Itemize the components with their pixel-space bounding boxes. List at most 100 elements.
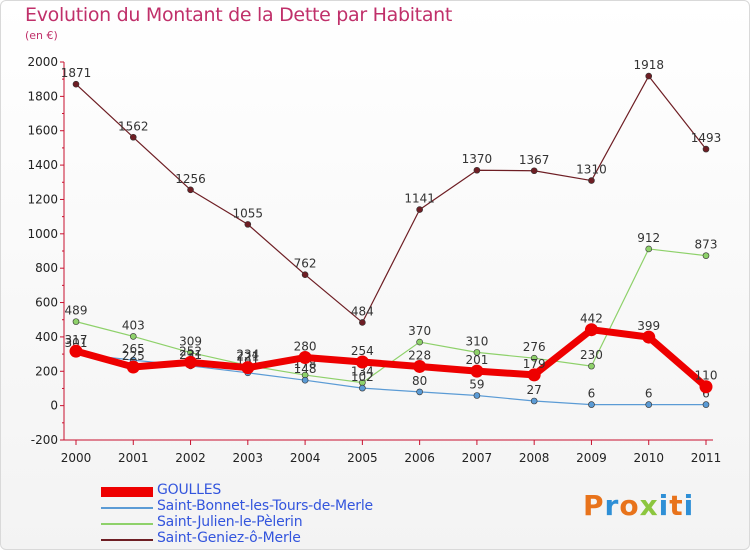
data-point-saint-julien-le-pe-lerin [129,333,137,340]
series-line-saint-geniez-o-merle [75,75,707,324]
data-label-saint-bonnet-les-tours-de-merle: 301 [65,336,88,350]
proxiti-logo: Proxiti [583,489,694,522]
data-label-saint-julien-le-pe-lerin: 134 [351,365,374,379]
data-point-saint-geniez-o-merle [588,177,595,184]
data-point-saint-geniez-o-merle [359,319,366,326]
data-point-saint-julien-le-pe-lerin [588,362,595,370]
data-label-saint-geniez-o-merle: 1310 [576,163,607,177]
data-label-saint-julien-le-pe-lerin: 873 [695,238,718,252]
legend-swatch [101,507,153,509]
x-tick-label: 2005 [347,451,378,465]
data-point-goulles [355,355,369,369]
data-point-goulles [413,359,427,373]
data-point-saint-julien-le-pe-lerin [530,354,538,362]
y-tick-label: 800 [35,261,58,275]
logo-letter: r [604,489,620,522]
data-point-saint-geniez-o-merle [645,72,653,80]
data-label-goulles: 110 [695,369,718,383]
logo-letter: i [683,489,695,522]
x-tick-label: 2011 [691,451,722,465]
data-label-goulles: 179 [523,357,546,371]
data-point-saint-bonnet-les-tours-de-merle [530,397,538,405]
data-point-saint-geniez-o-merle [702,145,710,153]
x-tick-label: 2008 [519,451,550,465]
y-tick-label: 400 [35,330,58,344]
data-point-goulles [584,323,598,337]
data-point-saint-julien-le-pe-lerin [473,349,481,356]
y-tick-label: 200 [35,364,58,378]
data-label-saint-julien-le-pe-lerin: 230 [580,348,603,362]
y-tick-label: -200 [31,433,58,447]
data-label-goulles: 399 [637,319,660,333]
y-tick-label: 1200 [27,192,58,206]
data-point-saint-geniez-o-merle [244,221,252,228]
data-label-saint-bonnet-les-tours-de-merle: 80 [412,374,427,388]
data-label-goulles: 221 [236,350,259,364]
data-point-saint-julien-le-pe-lerin [416,338,423,346]
data-label-saint-bonnet-les-tours-de-merle: 102 [351,370,374,384]
x-tick-label: 2000 [61,451,92,465]
data-point-saint-julien-le-pe-lerin [187,349,194,356]
data-point-saint-bonnet-les-tours-de-merle [702,401,710,408]
logo-letter: o [619,489,640,522]
data-point-goulles [527,368,541,382]
legend-label: GOULLES [157,482,222,498]
legend-swatch [101,539,153,541]
data-label-saint-geniez-o-merle: 484 [351,304,374,318]
y-tick-label: 600 [35,296,58,310]
x-tick-label: 2001 [118,451,149,465]
data-label-saint-geniez-o-merle: 1562 [118,119,149,133]
data-point-saint-bonnet-les-tours-de-merle [301,376,309,384]
data-label-saint-julien-le-pe-lerin: 912 [637,231,660,245]
x-tick-label: 2004 [290,451,321,465]
x-tick-label: 2002 [175,451,206,465]
legend-swatch [101,523,153,525]
data-point-saint-geniez-o-merle [129,133,137,141]
data-point-saint-geniez-o-merle [416,206,423,213]
data-label-goulles: 317 [65,333,88,347]
legend-label: Saint-Julien-le-Pèlerin [157,514,303,530]
data-label-saint-geniez-o-merle: 1493 [691,131,722,145]
data-point-saint-bonnet-les-tours-de-merle [588,401,595,408]
data-label-saint-bonnet-les-tours-de-merle: 6 [588,387,596,401]
data-label-saint-julien-le-pe-lerin: 276 [523,340,546,354]
data-label-saint-geniez-o-merle: 762 [294,257,317,271]
data-point-saint-bonnet-les-tours-de-merle [645,401,653,408]
x-tick-label: 2003 [233,451,264,465]
y-tick-label: 1400 [27,158,58,172]
data-point-saint-geniez-o-merle [530,167,538,175]
y-tick-label: 0 [50,399,58,413]
data-label-saint-bonnet-les-tours-de-merle: 231 [179,348,202,362]
legend-label: Saint-Bonnet-les-Tours-de-Merle [157,498,373,514]
data-label-saint-bonnet-les-tours-de-merle: 59 [469,377,484,391]
data-label-saint-julien-le-pe-lerin: 234 [236,347,259,361]
data-point-saint-julien-le-pe-lerin [702,252,710,259]
chart-subtitle: (en €) [25,29,58,42]
data-point-goulles [184,355,198,369]
chart-title: Evolution du Montant de la Dette par Hab… [25,4,453,26]
data-point-goulles [241,361,255,375]
data-point-goulles [470,364,484,378]
data-label-saint-geniez-o-merle: 1871 [61,66,92,80]
legend-swatch [101,487,153,497]
data-point-goulles [69,344,83,358]
y-tick-label: 2000 [27,55,58,69]
data-point-saint-geniez-o-merle [301,271,309,279]
data-point-saint-geniez-o-merle [72,80,80,88]
y-tick-label: 1000 [27,227,58,241]
data-label-saint-geniez-o-merle: 1370 [462,152,493,166]
data-point-saint-bonnet-les-tours-de-merle [359,384,366,392]
legend-label: Saint-Geniez-ô-Merle [157,530,301,546]
y-tick-label: 1600 [27,124,58,138]
data-label-saint-geniez-o-merle: 1256 [175,172,206,186]
data-label-saint-geniez-o-merle: 1918 [633,58,664,72]
data-point-saint-bonnet-les-tours-de-merle [473,392,481,399]
data-label-goulles: 442 [580,312,603,326]
data-point-saint-julien-le-pe-lerin [72,318,80,325]
logo-letter: i [658,489,670,522]
logo-letter: P [583,489,605,522]
data-label-saint-julien-le-pe-lerin: 310 [465,334,488,348]
data-label-goulles: 228 [408,348,431,362]
